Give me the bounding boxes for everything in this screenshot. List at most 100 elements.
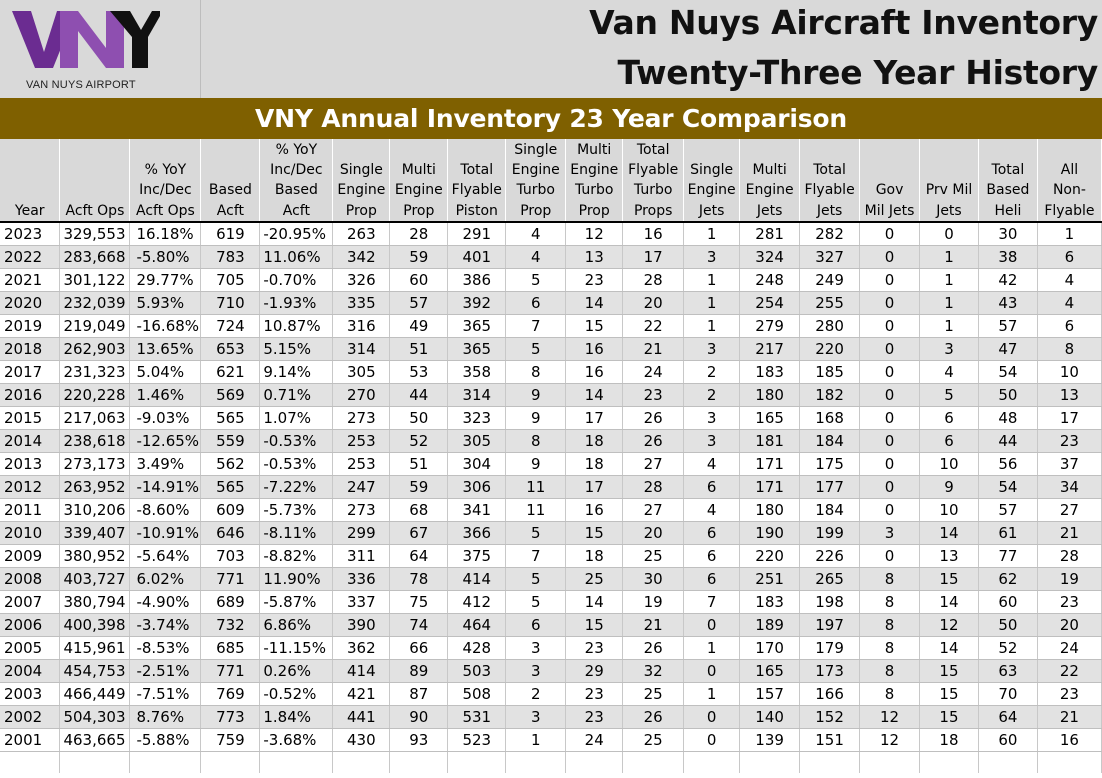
table-cell[interactable]: 291 bbox=[447, 222, 507, 246]
table-cell[interactable]: 0 bbox=[859, 452, 920, 476]
table-cell[interactable]: 7 bbox=[505, 544, 567, 568]
table-cell[interactable]: 43 bbox=[978, 291, 1038, 315]
table-cell[interactable]: 531 bbox=[447, 705, 507, 729]
table-cell[interactable]: 6 bbox=[683, 544, 741, 568]
table-cell[interactable]: 324 bbox=[739, 245, 801, 269]
table-cell[interactable]: 8 bbox=[505, 360, 567, 384]
table-cell[interactable]: 253 bbox=[332, 429, 391, 453]
table-cell[interactable]: 63 bbox=[978, 659, 1038, 683]
table-cell[interactable]: 10 bbox=[1037, 360, 1102, 384]
table-cell[interactable]: -8.60% bbox=[129, 498, 202, 522]
table-cell[interactable]: 8 bbox=[505, 429, 567, 453]
table-cell[interactable]: 180 bbox=[739, 383, 801, 407]
table-cell[interactable]: 703 bbox=[200, 544, 261, 568]
table-cell[interactable]: 198 bbox=[799, 590, 861, 614]
table-cell[interactable]: 783 bbox=[200, 245, 261, 269]
table-cell[interactable]: 503 bbox=[447, 659, 507, 683]
table-cell[interactable]: 255 bbox=[799, 291, 861, 315]
table-cell[interactable]: 13.65% bbox=[129, 337, 202, 361]
table-cell[interactable]: 23 bbox=[565, 705, 624, 729]
table-cell[interactable]: 60 bbox=[978, 590, 1038, 614]
table-cell[interactable]: 232,039 bbox=[59, 291, 131, 315]
table-cell[interactable]: -4.90% bbox=[129, 590, 202, 614]
table-cell[interactable]: 9 bbox=[505, 383, 567, 407]
table-cell[interactable]: 314 bbox=[332, 337, 391, 361]
table-cell[interactable]: 6 bbox=[1037, 245, 1102, 269]
table-cell[interactable]: 190 bbox=[739, 521, 801, 545]
table-cell[interactable]: 8 bbox=[1037, 337, 1102, 361]
empty-cell[interactable] bbox=[919, 751, 979, 773]
table-cell[interactable]: 12 bbox=[919, 613, 979, 637]
column-header[interactable]: Multi Engine Prop bbox=[389, 139, 449, 223]
table-cell[interactable]: 386 bbox=[447, 268, 507, 292]
table-cell[interactable]: 0.26% bbox=[259, 659, 334, 683]
table-cell[interactable]: 17 bbox=[622, 245, 685, 269]
table-cell[interactable]: 2018 bbox=[0, 337, 61, 361]
table-cell[interactable]: -1.93% bbox=[259, 291, 334, 315]
column-header[interactable]: Gov Mil Jets bbox=[859, 139, 920, 223]
table-cell[interactable]: -8.82% bbox=[259, 544, 334, 568]
table-cell[interactable]: 151 bbox=[799, 728, 861, 752]
table-cell[interactable]: 1 bbox=[683, 636, 741, 660]
table-cell[interactable]: 2002 bbox=[0, 705, 61, 729]
empty-cell[interactable] bbox=[0, 751, 61, 773]
table-cell[interactable]: 504,303 bbox=[59, 705, 131, 729]
table-cell[interactable]: 304 bbox=[447, 452, 507, 476]
table-cell[interactable]: 183 bbox=[739, 590, 801, 614]
table-cell[interactable]: 3 bbox=[683, 429, 741, 453]
table-cell[interactable]: 139 bbox=[739, 728, 801, 752]
table-cell[interactable]: 4 bbox=[1037, 268, 1102, 292]
table-cell[interactable]: 2013 bbox=[0, 452, 61, 476]
table-cell[interactable]: 365 bbox=[447, 314, 507, 338]
table-cell[interactable]: 57 bbox=[389, 291, 449, 315]
table-cell[interactable]: 6 bbox=[683, 567, 741, 591]
column-header[interactable]: Prv Mil Jets bbox=[919, 139, 979, 223]
table-cell[interactable]: 7 bbox=[683, 590, 741, 614]
table-cell[interactable]: 0 bbox=[859, 475, 920, 499]
table-cell[interactable]: -2.51% bbox=[129, 659, 202, 683]
table-cell[interactable]: 414 bbox=[332, 659, 391, 683]
table-cell[interactable]: 171 bbox=[739, 475, 801, 499]
table-cell[interactable]: 14 bbox=[565, 590, 624, 614]
table-cell[interactable]: 685 bbox=[200, 636, 261, 660]
table-cell[interactable]: 2004 bbox=[0, 659, 61, 683]
table-cell[interactable]: 1 bbox=[683, 314, 741, 338]
table-cell[interactable]: 365 bbox=[447, 337, 507, 361]
table-cell[interactable]: 5.15% bbox=[259, 337, 334, 361]
table-cell[interactable]: -3.74% bbox=[129, 613, 202, 637]
table-cell[interactable]: 390 bbox=[332, 613, 391, 637]
table-cell[interactable]: 362 bbox=[332, 636, 391, 660]
table-cell[interactable]: 337 bbox=[332, 590, 391, 614]
table-cell[interactable]: 280 bbox=[799, 314, 861, 338]
table-cell[interactable]: 466,449 bbox=[59, 682, 131, 706]
table-cell[interactable]: 559 bbox=[200, 429, 261, 453]
table-cell[interactable]: -8.53% bbox=[129, 636, 202, 660]
table-cell[interactable]: 2010 bbox=[0, 521, 61, 545]
table-cell[interactable]: 441 bbox=[332, 705, 391, 729]
table-cell[interactable]: 16 bbox=[565, 360, 624, 384]
table-cell[interactable]: 400,398 bbox=[59, 613, 131, 637]
table-cell[interactable]: 8 bbox=[859, 659, 920, 683]
table-cell[interactable]: 20 bbox=[622, 521, 685, 545]
table-cell[interactable]: 771 bbox=[200, 567, 261, 591]
table-cell[interactable]: 21 bbox=[622, 337, 685, 361]
table-cell[interactable]: 4 bbox=[1037, 291, 1102, 315]
table-cell[interactable]: 61 bbox=[978, 521, 1038, 545]
table-cell[interactable]: 87 bbox=[389, 682, 449, 706]
table-cell[interactable]: 181 bbox=[739, 429, 801, 453]
table-cell[interactable]: 29 bbox=[565, 659, 624, 683]
table-cell[interactable]: 12 bbox=[859, 705, 920, 729]
table-cell[interactable]: 2022 bbox=[0, 245, 61, 269]
table-cell[interactable]: 14 bbox=[919, 590, 979, 614]
table-cell[interactable]: 26 bbox=[622, 636, 685, 660]
table-cell[interactable]: 299 bbox=[332, 521, 391, 545]
table-cell[interactable]: 21 bbox=[622, 613, 685, 637]
table-cell[interactable]: 50 bbox=[978, 613, 1038, 637]
table-cell[interactable]: 60 bbox=[389, 268, 449, 292]
table-cell[interactable]: 140 bbox=[739, 705, 801, 729]
table-cell[interactable]: 463,665 bbox=[59, 728, 131, 752]
table-cell[interactable]: 37 bbox=[1037, 452, 1102, 476]
table-cell[interactable]: 8 bbox=[859, 636, 920, 660]
table-cell[interactable]: 339,407 bbox=[59, 521, 131, 545]
table-cell[interactable]: 2007 bbox=[0, 590, 61, 614]
